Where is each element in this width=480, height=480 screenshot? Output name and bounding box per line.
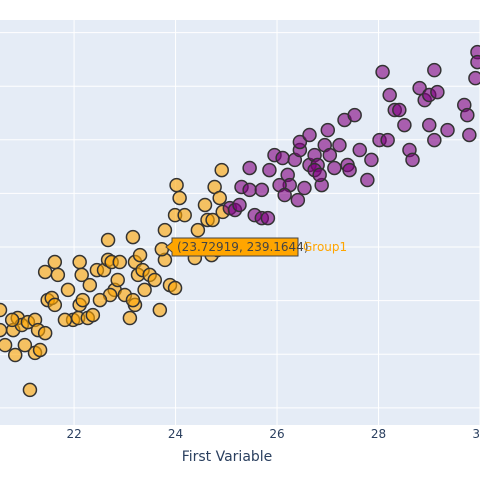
- marker: [50, 267, 66, 283]
- marker: [397, 117, 412, 133]
- marker: [137, 282, 152, 298]
- marker: [172, 190, 187, 206]
- plot-background: [0, 20, 480, 425]
- marker: [297, 180, 312, 196]
- marker: [110, 272, 125, 288]
- marker: [320, 122, 336, 138]
- marker: [32, 342, 48, 358]
- marker: [47, 254, 63, 270]
- marker: [302, 127, 317, 143]
- marker: [242, 182, 257, 198]
- hover-series-name: Group1: [303, 240, 347, 254]
- marker: [82, 277, 98, 293]
- marker: [322, 147, 338, 163]
- hover-box: [165, 237, 299, 257]
- marker: [380, 132, 395, 148]
- hover-tooltip: (23.72919, 239.1644) Group1: [165, 237, 347, 257]
- marker: [17, 337, 33, 353]
- marker: [292, 134, 308, 150]
- marker: [152, 302, 168, 318]
- marker: [440, 122, 455, 138]
- marker: [375, 64, 390, 80]
- marker: [0, 337, 13, 353]
- x-tick-label: 30: [472, 427, 480, 441]
- marker: [122, 310, 138, 326]
- marker: [342, 162, 357, 178]
- marker: [7, 347, 23, 363]
- marker: [352, 142, 367, 158]
- marker: [427, 132, 442, 148]
- marker: [347, 107, 362, 123]
- marker: [100, 232, 116, 248]
- marker: [169, 177, 184, 193]
- marker: [214, 162, 229, 178]
- marker: [4, 312, 20, 328]
- marker: [462, 127, 477, 143]
- marker: [332, 137, 347, 153]
- marker: [275, 150, 290, 166]
- marker: [470, 54, 480, 70]
- x-tick-label: 26: [269, 427, 284, 441]
- marker: [327, 160, 342, 176]
- marker: [132, 247, 148, 263]
- marker: [57, 312, 73, 328]
- marker: [0, 302, 8, 318]
- markers: [0, 44, 480, 398]
- x-axis: 22 24 26 28 30: [66, 427, 480, 441]
- marker: [405, 152, 420, 168]
- marker: [37, 264, 53, 280]
- marker: [177, 207, 192, 223]
- marker: [147, 272, 163, 288]
- marker: [205, 212, 220, 228]
- marker: [360, 172, 375, 188]
- marker: [72, 254, 87, 270]
- marker: [212, 190, 227, 206]
- marker: [75, 292, 90, 308]
- marker: [22, 382, 38, 398]
- marker: [232, 197, 247, 213]
- hover-text: (23.72919, 239.1644): [177, 240, 309, 254]
- marker: [312, 167, 327, 183]
- marker: [412, 80, 427, 96]
- marker: [260, 210, 276, 226]
- marker: [125, 229, 141, 245]
- marker: [157, 222, 173, 238]
- marker: [74, 267, 89, 283]
- marker: [364, 152, 379, 168]
- marker: [60, 282, 76, 298]
- marker: [277, 187, 292, 203]
- marker: [112, 254, 127, 270]
- marker: [427, 62, 442, 78]
- marker: [460, 107, 475, 123]
- marker: [262, 162, 277, 178]
- x-tick-label: 22: [66, 427, 81, 441]
- marker: [37, 325, 53, 341]
- marker: [85, 307, 101, 323]
- marker: [254, 182, 270, 198]
- marker: [422, 117, 437, 133]
- marker: [468, 70, 480, 86]
- marker: [430, 84, 445, 100]
- marker: [125, 292, 141, 308]
- marker: [0, 322, 8, 338]
- marker: [382, 87, 397, 103]
- x-tick-label: 24: [168, 427, 183, 441]
- marker: [190, 222, 206, 238]
- marker: [290, 192, 306, 208]
- x-axis-title: First Variable: [182, 449, 273, 465]
- marker: [197, 197, 213, 213]
- marker: [167, 280, 183, 296]
- marker: [154, 242, 170, 257]
- marker: [242, 160, 257, 176]
- marker: [392, 102, 407, 118]
- x-tick-label: 28: [371, 427, 386, 441]
- marker: [47, 297, 63, 313]
- marker: [92, 292, 108, 308]
